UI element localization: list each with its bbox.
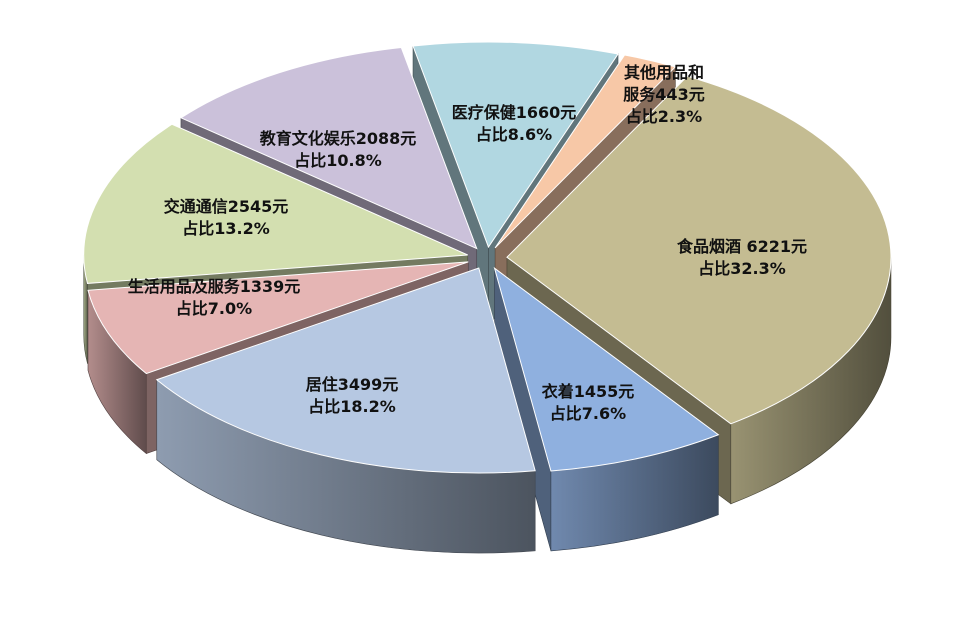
slice-label-line: 交通通信2545元	[164, 197, 289, 216]
slice-label-line: 占比7.6%	[550, 404, 626, 423]
slice-label-line: 食品烟酒 6221元	[676, 237, 807, 256]
slice-label-line: 居住3499元	[306, 375, 399, 394]
slice-label-8: 其他用品和服务443元占比2.3%	[623, 63, 704, 126]
slice-label-line: 占比10.8%	[294, 151, 382, 170]
pie-slice-3	[155, 267, 536, 474]
pie-slice-2	[493, 266, 720, 472]
slice-label-line: 服务443元	[623, 85, 704, 104]
slice-label-2: 衣着1455元占比7.6%	[542, 382, 635, 423]
slice-label-line: 生活用品及服务1339元	[128, 277, 301, 296]
slice-label-line: 占比8.6%	[476, 125, 552, 144]
slice-label-line: 衣着1455元	[542, 382, 635, 401]
slice-label-line: 占比32.3%	[698, 259, 786, 278]
pie-slice-6	[179, 47, 478, 250]
slice-label-line: 教育文化娱乐2088元	[260, 129, 417, 148]
pie-top-layer	[83, 41, 892, 474]
pie-slice-4	[87, 261, 469, 375]
slice-label-line: 占比18.2%	[308, 397, 396, 416]
slice-label-7: 医疗保健1660元占比8.6%	[452, 103, 577, 144]
pie-slice-5	[83, 123, 468, 284]
pie-slice-1	[506, 75, 892, 425]
slice-label-5: 交通通信2545元占比13.2%	[164, 197, 289, 238]
slice-label-line: 占比2.3%	[626, 107, 702, 126]
slice-label-line: 占比7.0%	[176, 299, 252, 318]
slice-label-line: 医疗保健1660元	[452, 103, 577, 122]
pie-label-layer: 食品烟酒 6221元占比32.3%衣着1455元占比7.6%居住3499元占比1…	[128, 63, 807, 423]
slice-label-line: 其他用品和	[624, 63, 704, 82]
pie-slice-8	[494, 54, 677, 249]
slice-label-line: 占比13.2%	[182, 219, 270, 238]
slice-label-4: 生活用品及服务1339元占比7.0%	[128, 277, 301, 318]
pie-slice-7	[412, 41, 619, 249]
slice-label-1: 食品烟酒 6221元占比32.3%	[676, 237, 807, 278]
slice-label-6: 教育文化娱乐2088元占比10.8%	[260, 129, 417, 170]
slice-label-3: 居住3499元占比18.2%	[306, 375, 399, 416]
